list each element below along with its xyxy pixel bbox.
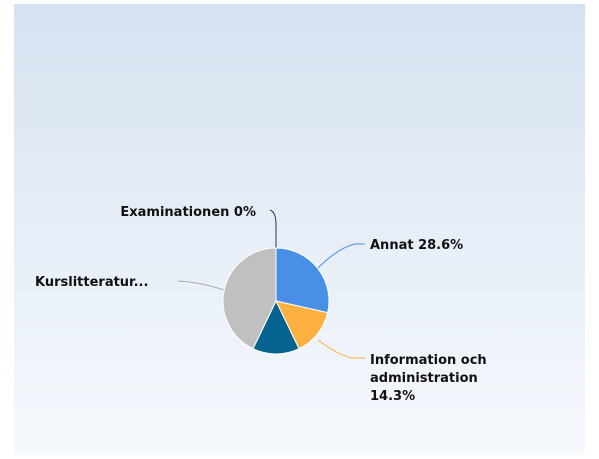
pie-slice (275, 247, 330, 314)
leader-line (317, 339, 365, 359)
pie-slice (222, 247, 277, 350)
slice-label: Annat 28.6% (370, 238, 464, 253)
leader-line (269, 209, 277, 248)
slice-label: Examinationen 0% (120, 205, 256, 220)
chart-background (14, 4, 585, 455)
leader-line (317, 243, 365, 269)
slice-label: Information och administration 14.3% (370, 353, 487, 404)
slice-label: Kurslitteratur... (35, 275, 149, 290)
leader-line (177, 280, 225, 291)
